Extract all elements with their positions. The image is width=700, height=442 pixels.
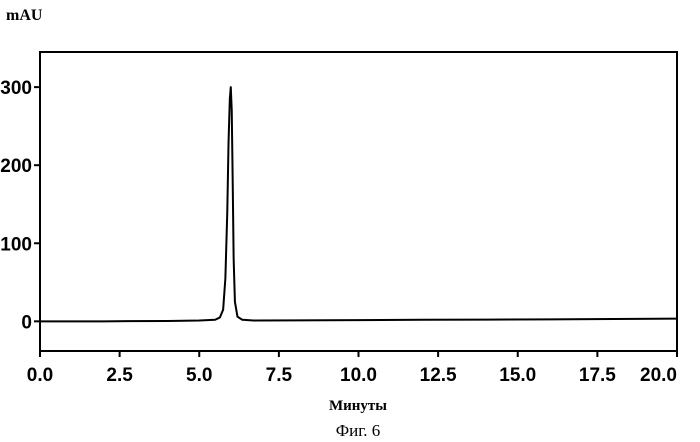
- y-tick-label: 200: [0, 156, 32, 177]
- x-tick-label: 15.0: [499, 365, 536, 386]
- chromatogram-trace: [40, 87, 677, 321]
- y-tick-label: 300: [0, 78, 32, 99]
- x-tick-label: 2.5: [106, 365, 133, 386]
- x-tick-label: 17.5: [579, 365, 616, 386]
- x-tick-label: 7.5: [266, 365, 293, 386]
- y-axis-unit: mAU: [6, 7, 43, 24]
- y-tick-label: 0: [21, 312, 32, 333]
- x-tick-label: 0.0: [27, 365, 53, 386]
- x-axis-label: Минуты: [329, 398, 387, 414]
- figure-caption: Фиг. 6: [336, 421, 381, 440]
- y-tick-label: 100: [0, 234, 32, 255]
- x-tick-label: 20.0: [640, 365, 677, 386]
- x-tick-label: 5.0: [186, 365, 212, 386]
- plot-frame: [40, 52, 677, 351]
- x-tick-label: 10.0: [340, 365, 377, 386]
- x-tick-label: 12.5: [420, 365, 457, 386]
